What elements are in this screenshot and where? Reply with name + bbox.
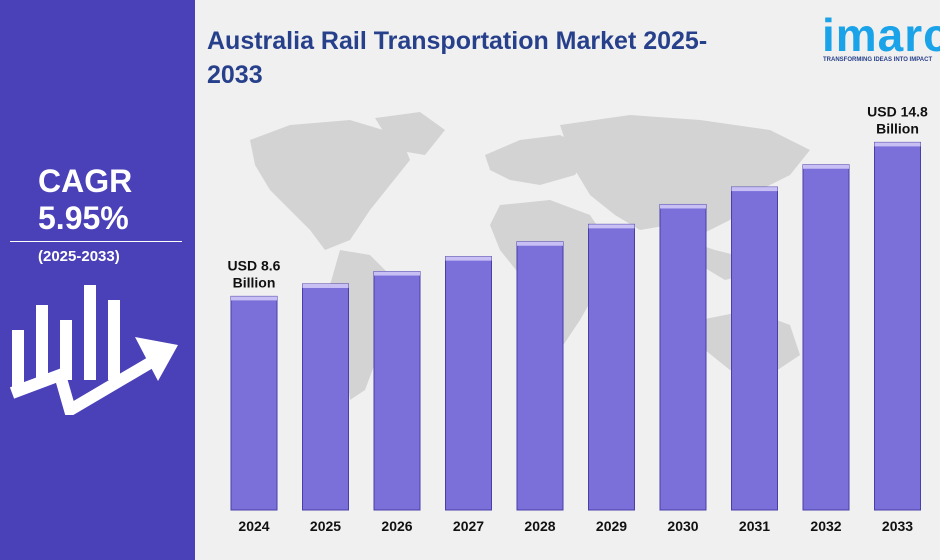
cagr-label: CAGR bbox=[38, 163, 133, 199]
bar-2033 bbox=[874, 141, 921, 511]
bar-highlight-2030 bbox=[660, 204, 706, 209]
bar-highlight-2027 bbox=[445, 256, 492, 261]
x-tick-label-2029: 2029 bbox=[596, 518, 627, 534]
chart-title: Australia Rail Transportation Market 202… bbox=[207, 24, 807, 92]
bar-2031 bbox=[731, 186, 778, 511]
bar-highlight-2029 bbox=[588, 224, 635, 229]
x-tick-label-2030: 2030 bbox=[667, 518, 698, 534]
x-tick-label-2024: 2024 bbox=[238, 518, 269, 534]
imarc-logo: imarc bbox=[822, 9, 940, 61]
x-tick-label-2025: 2025 bbox=[310, 518, 341, 534]
x-tick-label-2028: 2028 bbox=[524, 518, 555, 534]
bar-highlight-2033 bbox=[874, 142, 921, 147]
data-label-2024-unit: Billion bbox=[233, 274, 276, 290]
bar-highlight-2024 bbox=[231, 296, 277, 301]
cagr-divider bbox=[10, 241, 182, 242]
bar-2026 bbox=[373, 271, 421, 511]
x-tick-label-2032: 2032 bbox=[810, 518, 841, 534]
growth-chart-icon bbox=[10, 285, 178, 415]
bar-highlight-2026 bbox=[374, 271, 420, 276]
x-tick-label-2031: 2031 bbox=[739, 518, 770, 534]
bar-2024 bbox=[230, 295, 278, 511]
bar-2029 bbox=[588, 223, 635, 511]
x-tick-label-2026: 2026 bbox=[381, 518, 412, 534]
cagr-sidebar: CAGR 5.95% (2025-2033) bbox=[0, 0, 195, 560]
data-label-2024-value: USD 8.6 bbox=[228, 257, 281, 273]
cagr-period: (2025-2033) bbox=[38, 248, 120, 265]
bar-2028 bbox=[516, 241, 564, 511]
data-label-2033-unit: Billion bbox=[876, 120, 919, 136]
bar-highlight-2025 bbox=[302, 283, 349, 288]
bar-2027 bbox=[445, 256, 492, 511]
bar-highlight-2031 bbox=[731, 187, 778, 192]
x-tick-label-2027: 2027 bbox=[453, 518, 484, 534]
logo-tagline: TRANSFORMING IDEAS INTO IMPACT bbox=[823, 57, 933, 63]
bar-2032 bbox=[802, 164, 850, 511]
title-line-2: 2033 bbox=[207, 61, 263, 89]
bar-highlight-2032 bbox=[803, 164, 849, 169]
x-tick-label-2033: 2033 bbox=[882, 518, 913, 534]
title-line-1: Australia Rail Transportation Market 202… bbox=[207, 27, 708, 55]
cagr-value: 5.95% bbox=[38, 200, 129, 236]
bar-2025 bbox=[302, 283, 349, 511]
bar-2030 bbox=[659, 203, 707, 511]
data-label-2033-value: USD 14.8 bbox=[867, 103, 928, 119]
bar-highlight-2028 bbox=[517, 241, 563, 246]
